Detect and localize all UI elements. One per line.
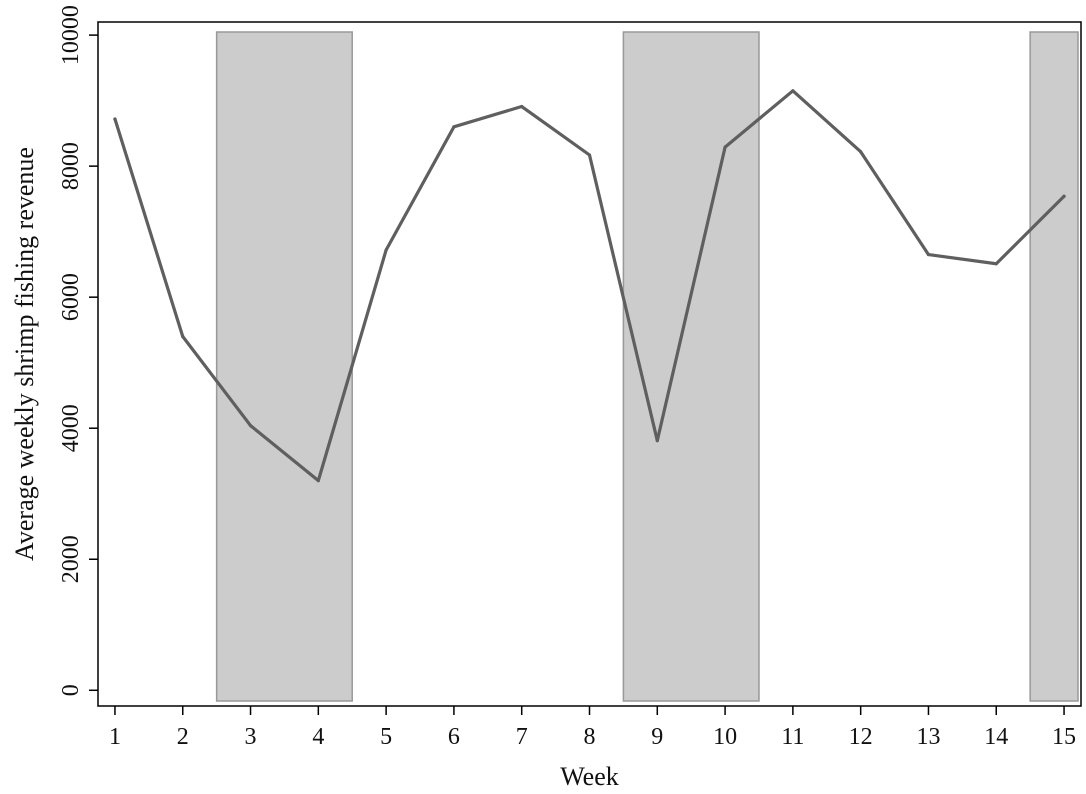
y-axis: 0 2000 4000 6000 8000 10000	[58, 5, 98, 696]
y-tick-label-6000: 6000	[58, 273, 84, 321]
x-tick-label-1: 1	[109, 724, 121, 750]
x-tick-label-8: 8	[584, 724, 596, 750]
x-tick-label-5: 5	[380, 724, 392, 750]
data-point-week-9	[655, 439, 659, 443]
data-point-week-1	[113, 117, 117, 121]
x-axis-title: Week	[560, 762, 619, 791]
data-point-week-4	[316, 479, 320, 483]
y-axis-title: Average weekly shrimp fishing revenue	[10, 147, 39, 561]
shaded-band-2	[622, 31, 760, 702]
x-tick-label-14: 14	[984, 724, 1008, 750]
data-point-week-10	[723, 145, 727, 149]
x-tick-label-15: 15	[1052, 724, 1076, 750]
data-point-week-3	[248, 423, 253, 428]
data-point-week-6	[452, 125, 456, 129]
x-tick-label-12: 12	[849, 724, 873, 750]
data-point-week-8	[587, 153, 592, 157]
shaded-band-1	[215, 31, 353, 702]
x-tick-label-13: 13	[916, 724, 940, 750]
x-tick-label-6: 6	[448, 724, 460, 750]
x-tick-label-3: 3	[245, 724, 257, 750]
data-point-week-15	[1062, 194, 1066, 198]
x-tick-label-10: 10	[713, 724, 737, 750]
y-tick-label-0: 0	[58, 684, 84, 696]
x-tick-label-9: 9	[651, 724, 663, 750]
shaded-band-3	[1029, 31, 1079, 702]
data-point-week-12	[859, 150, 863, 154]
data-point-week-2	[181, 334, 185, 339]
x-axis: 1 2 3 4 5 6 7 8 9 10 11 12 13 14 15	[109, 706, 1076, 750]
x-tick-label-4: 4	[312, 724, 324, 750]
x-tick-label-2: 2	[177, 724, 189, 750]
y-tick-label-4000: 4000	[58, 404, 84, 452]
data-point-week-5	[384, 248, 388, 252]
data-point-week-7	[520, 104, 524, 109]
shaded-bands	[215, 31, 1079, 702]
data-point-week-14	[994, 262, 998, 266]
y-tick-label-10000: 10000	[58, 5, 84, 65]
x-tick-label-11: 11	[781, 724, 804, 750]
data-point-week-11	[791, 89, 795, 93]
y-tick-label-8000: 8000	[58, 142, 84, 190]
data-point-week-13	[926, 252, 931, 257]
y-tick-label-2000: 2000	[58, 535, 84, 583]
x-tick-label-7: 7	[516, 724, 528, 750]
series-layer	[113, 89, 1066, 483]
